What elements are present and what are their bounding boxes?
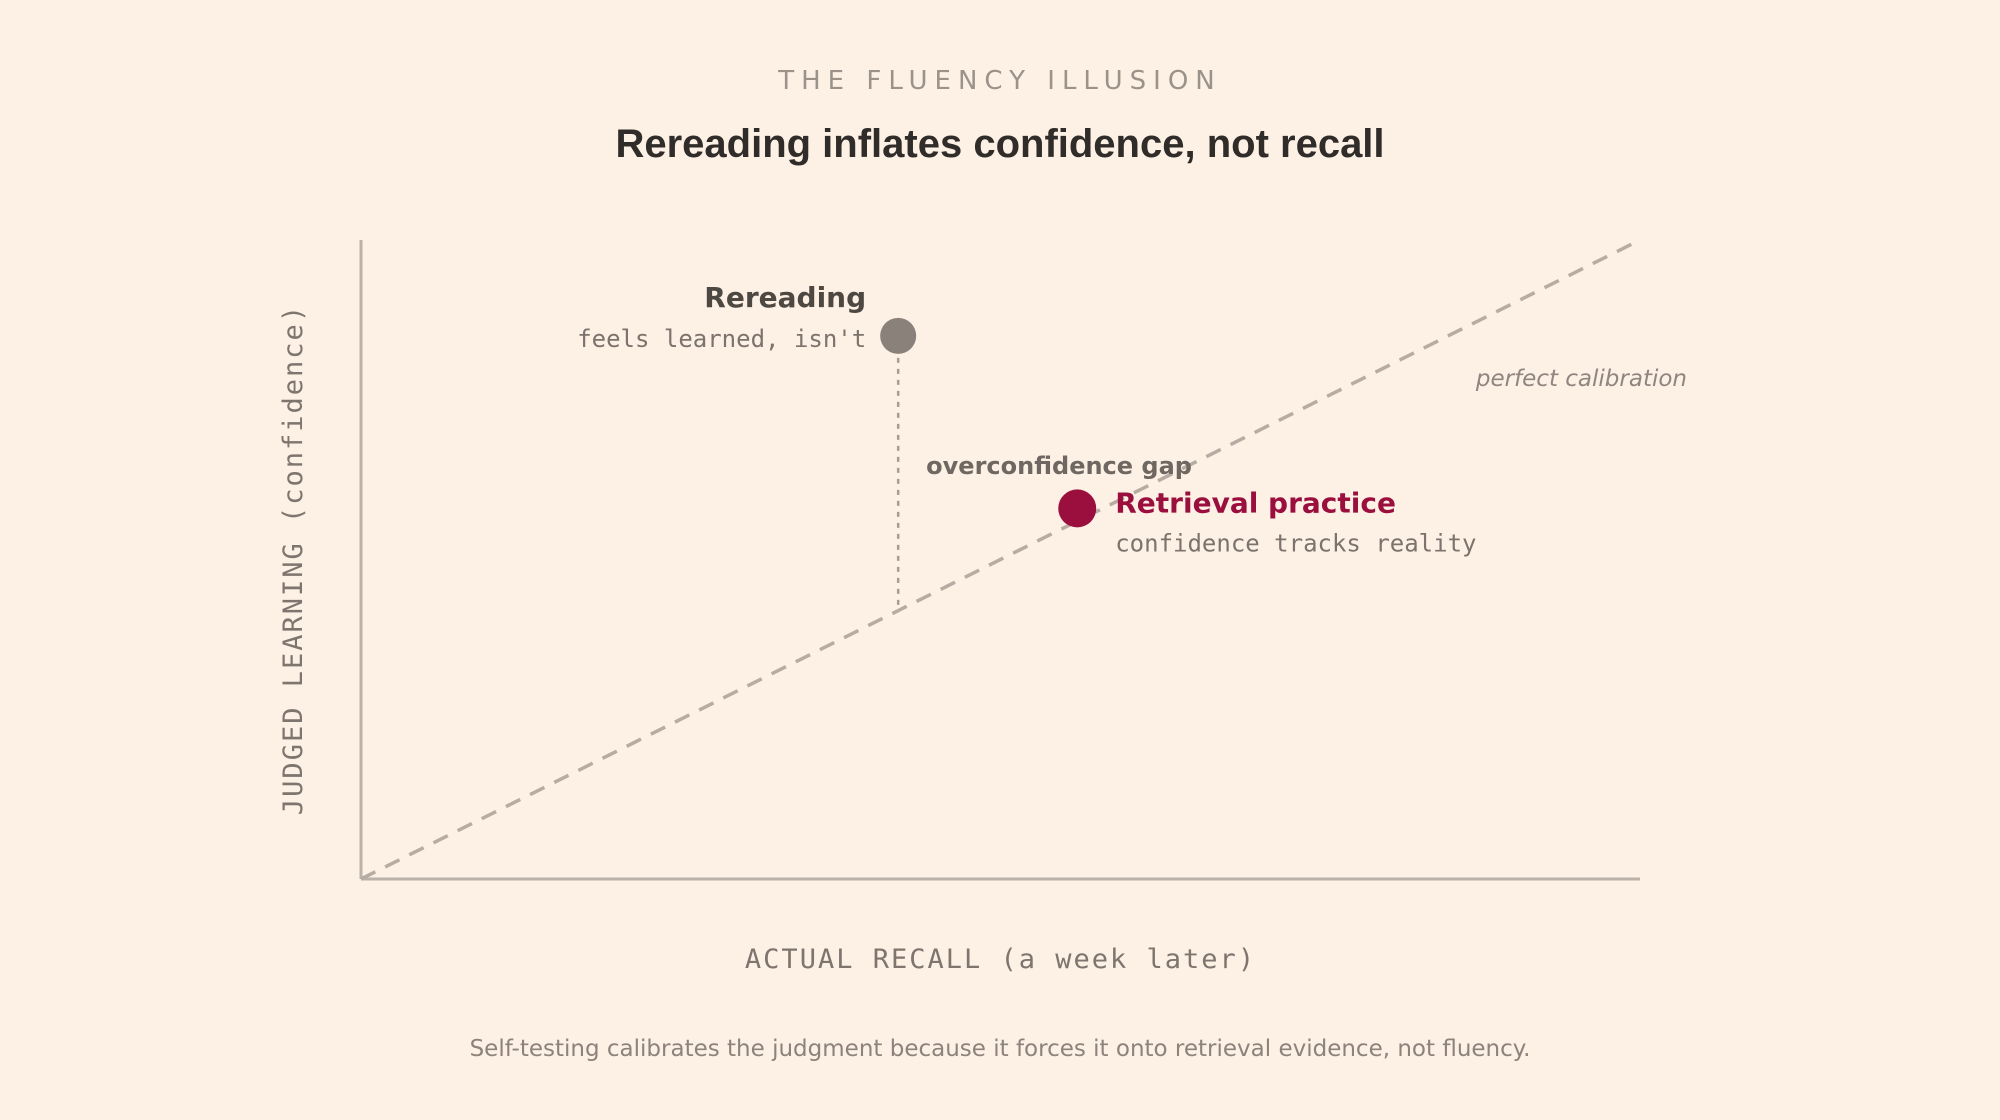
- gap-label: overconfidence gap: [926, 452, 1192, 480]
- point-rereading: [880, 317, 917, 354]
- calibration-label: perfect calibration: [1475, 366, 1687, 392]
- chart-kicker: THE FLUENCY ILLUSION: [778, 66, 1222, 96]
- chart-title: Rereading inflates confidence, not recal…: [615, 122, 1385, 166]
- point-note-retrieval-practice: confidence tracks reality: [1115, 529, 1476, 557]
- chart-caption: Self-testing calibrates the judgment bec…: [469, 1036, 1531, 1062]
- calibration-line: [360, 238, 1641, 881]
- point-label-retrieval-practice: Retrieval practice: [1115, 486, 1396, 519]
- y-axis-label: JUDGED LEARNING (confidence): [278, 304, 309, 815]
- point-note-rereading: feels learned, isn't: [577, 325, 866, 353]
- point-retrieval-practice: [1058, 489, 1097, 528]
- points-layer: Rereading feels learned, isn't Retrieval p…: [577, 281, 1476, 558]
- x-axis-label: ACTUAL RECALL (a week later): [745, 944, 1256, 975]
- point-label-rereading: Rereading: [704, 281, 866, 314]
